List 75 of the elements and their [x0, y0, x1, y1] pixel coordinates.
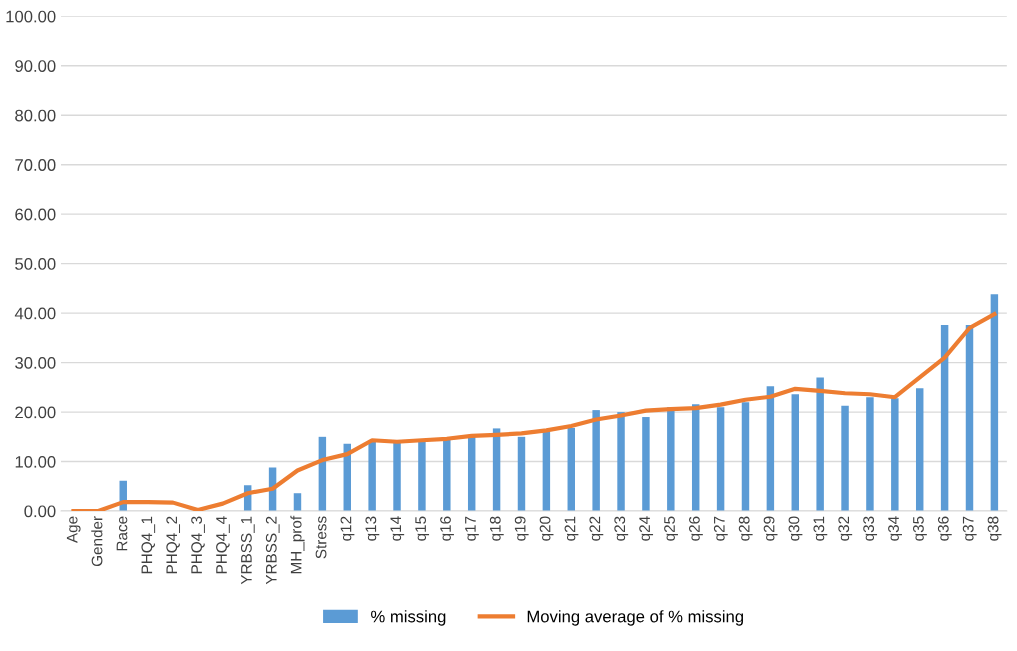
- bar: [990, 294, 999, 512]
- y-tick-label: 50.00: [15, 258, 56, 270]
- bar: [617, 412, 625, 512]
- bar: [741, 402, 750, 512]
- y-tick-label: 0.00: [24, 505, 56, 518]
- bar: [716, 407, 725, 512]
- legend-label: % missing: [371, 610, 446, 626]
- bar: [841, 405, 849, 512]
- x-tick-label: MH_prof: [290, 515, 305, 574]
- bar: [642, 417, 650, 512]
- x-tick-label: q19: [514, 516, 529, 541]
- x-tick-label: q12: [340, 516, 355, 541]
- bar: [517, 436, 526, 512]
- x-tick-label: q18: [489, 516, 504, 541]
- y-tick-label: 90.00: [15, 60, 56, 72]
- legend-label: Moving average of % missing: [527, 610, 744, 626]
- x-tick-label: q27: [713, 516, 728, 541]
- bar: [592, 410, 600, 512]
- x-tick-label: q24: [639, 516, 654, 541]
- x-tick-label: YRBSS_2: [265, 516, 280, 585]
- bar: [467, 436, 476, 512]
- x-tick-label: q25: [664, 516, 678, 541]
- y-tick-label: 60.00: [15, 208, 56, 221]
- x-tick-label: q26: [688, 516, 703, 541]
- bar: [816, 377, 824, 512]
- bar: [368, 440, 376, 512]
- y-tick-label: 70.00: [15, 159, 56, 171]
- x-tick-label: q33: [863, 516, 878, 541]
- bar: [393, 442, 401, 512]
- bar: [965, 325, 974, 512]
- bar: [940, 325, 949, 512]
- y-tick-label: 40.00: [14, 307, 56, 320]
- y-tick-label: 30.00: [15, 357, 56, 369]
- x-tick-label: q38: [987, 516, 1002, 541]
- bar: [443, 439, 451, 512]
- line-series: [71, 312, 997, 512]
- x-tick-label: q22: [589, 516, 604, 541]
- x-tick-label: q37: [962, 516, 977, 541]
- x-tick-label: q14: [390, 516, 405, 541]
- bar: [891, 398, 899, 512]
- x-tick-label: q29: [763, 516, 778, 541]
- x-tick-label: q34: [888, 516, 902, 541]
- y-tick-label: 20.00: [15, 406, 56, 419]
- x-tick-label: q32: [838, 516, 853, 541]
- x-tick-label: q20: [539, 516, 554, 541]
- x-tick-label: q35: [913, 516, 927, 541]
- bar: [567, 427, 575, 512]
- y-tick-label: 100.00: [6, 10, 56, 23]
- bar: [766, 386, 775, 512]
- x-tick-label: q23: [614, 516, 629, 541]
- bar: [542, 431, 551, 512]
- bar: [791, 394, 799, 512]
- x-tick-label: Stress: [315, 516, 327, 559]
- x-tick-label: q13: [365, 516, 380, 541]
- y-tick-label: 10.00: [15, 455, 56, 468]
- x-tick-label: q30: [788, 516, 803, 541]
- x-tick-label: q21: [564, 516, 579, 541]
- bar: [915, 388, 924, 512]
- x-tick-label: PHQ4_2: [166, 516, 181, 574]
- x-tick-label: Age: [66, 516, 81, 544]
- x-tick-label: q28: [738, 516, 753, 541]
- x-tick-label: q17: [465, 516, 479, 541]
- x-tick-label: q31: [813, 516, 828, 541]
- x-tick-label: PHQ4_4: [216, 516, 230, 574]
- x-tick-label: PHQ4_1: [141, 516, 156, 574]
- x-tick-label: Race: [116, 516, 128, 551]
- y-tick-label: 80.00: [15, 109, 56, 122]
- x-tick-label: q36: [937, 516, 952, 541]
- x-tick-label: YRBSS_1: [240, 516, 255, 585]
- bar: [866, 397, 874, 512]
- x-tick-label: q16: [440, 516, 454, 541]
- x-tick-label: Gender: [91, 516, 103, 567]
- x-tick-label: q15: [415, 516, 430, 541]
- bar: [418, 441, 426, 512]
- x-tick-label: PHQ4_3: [191, 516, 205, 574]
